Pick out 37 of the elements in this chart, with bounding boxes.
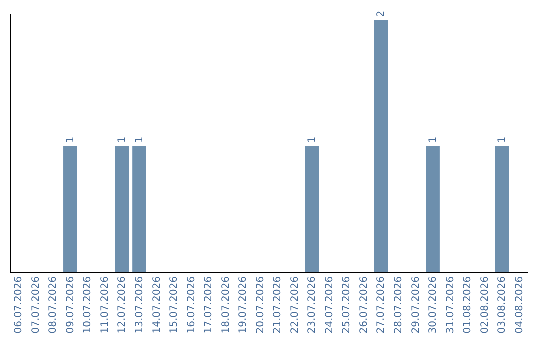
data-label: 2: [376, 10, 388, 18]
x-tick-label: 22.07.2026: [290, 276, 301, 334]
x-tick-label: 16.07.2026: [186, 276, 198, 334]
x-tick-label: 07.07.2026: [30, 276, 42, 334]
x-tick-label: 18.07.2026: [220, 276, 232, 334]
x-tick-label: 21.07.2026: [272, 276, 284, 334]
x-tick-label: 31.07.2026: [445, 276, 456, 334]
x-tick-label: 23.07.2026: [307, 276, 318, 334]
data-label: 1: [307, 136, 318, 144]
x-tick-label: 30.07.2026: [428, 276, 440, 334]
x-tick-label: 08.07.2026: [48, 276, 60, 334]
x-tick-label: 09.07.2026: [65, 276, 76, 334]
x-tick-label: 28.07.2026: [394, 276, 404, 334]
x-tick-label: 12.07.2026: [117, 276, 128, 334]
x-tick-label: 17.07.2026: [204, 276, 215, 334]
x-tick-label: 11.07.2026: [100, 276, 111, 334]
x-tick-label: 25.07.2026: [342, 276, 353, 334]
x-tick-label: 15.07.2026: [169, 276, 180, 334]
data-label: 1: [428, 136, 440, 144]
x-tick-label: 13.07.2026: [134, 276, 146, 334]
x-tick-label: 06.07.2026: [14, 276, 25, 334]
x-tick-label: 03.08.2026: [497, 276, 508, 334]
x-tick-label: 14.07.2026: [152, 276, 163, 334]
x-tick-label: 01.08.2026: [462, 276, 474, 334]
data-label: 1: [497, 136, 508, 144]
data-label: 1: [117, 136, 128, 144]
x-tick-label: 20.07.2026: [255, 276, 266, 334]
x-tick-label: 26.07.2026: [358, 276, 370, 334]
x-tick-label: 27.07.2026: [376, 276, 388, 334]
data-label: 1: [65, 136, 76, 144]
x-tick-label: 10.07.2026: [82, 276, 94, 334]
data-label: 1: [134, 136, 146, 144]
x-tick-label: 29.07.2026: [410, 276, 422, 334]
x-tick-label: 19.07.2026: [238, 276, 250, 334]
x-tick-label: 02.08.2026: [480, 276, 491, 334]
x-tick-label: 04.08.2026: [514, 276, 526, 334]
x-tick-label: 24.07.2026: [324, 276, 336, 334]
